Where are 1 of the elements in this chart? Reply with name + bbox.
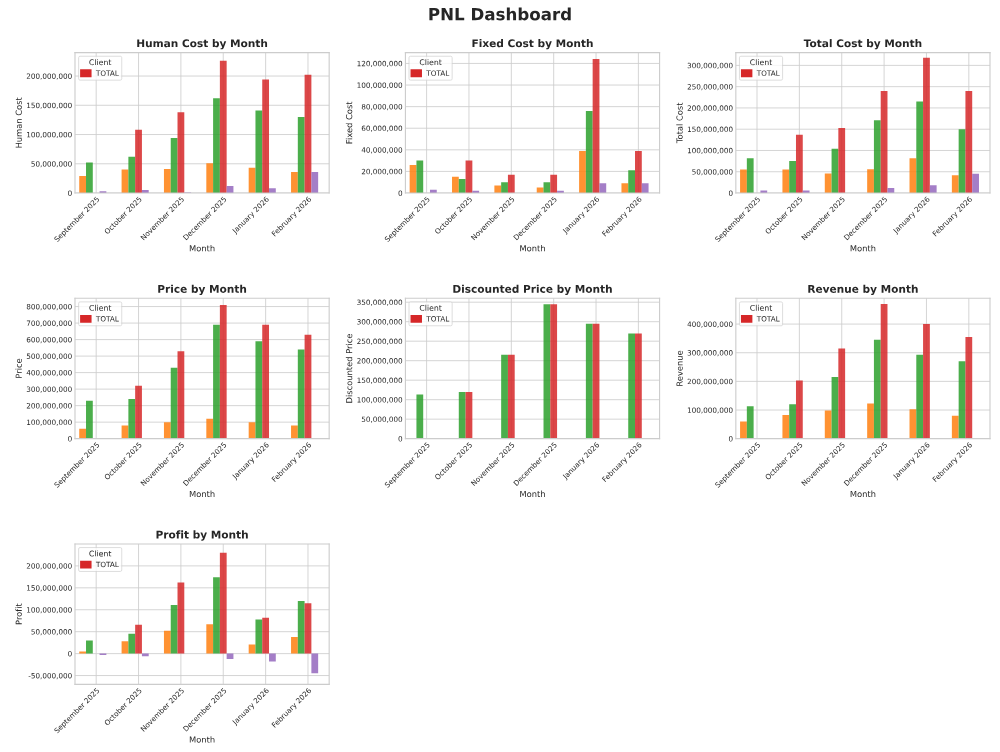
text: PNL Dashboard: [429, 7, 571, 21]
